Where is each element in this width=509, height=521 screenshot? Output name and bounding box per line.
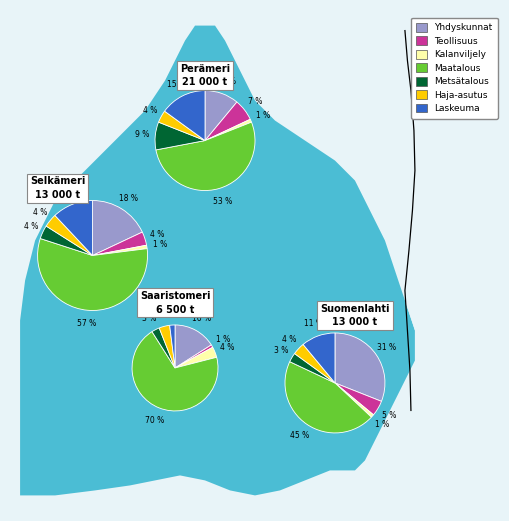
Legend: Yhdyskunnat, Teollisuus, Kalanviljely, Maatalous, Metsätalous, Haja-asutus, Lask: Yhdyskunnat, Teollisuus, Kalanviljely, M… xyxy=(410,18,497,119)
Wedge shape xyxy=(169,325,175,368)
Wedge shape xyxy=(205,91,236,141)
Text: 31 %: 31 % xyxy=(377,343,396,352)
Text: 1 %: 1 % xyxy=(152,240,166,250)
Wedge shape xyxy=(175,345,212,368)
Text: 53 %: 53 % xyxy=(213,196,232,205)
Text: 5 %: 5 % xyxy=(381,411,395,419)
Wedge shape xyxy=(156,122,254,191)
Text: 4 %: 4 % xyxy=(154,309,168,318)
Text: 4 %: 4 % xyxy=(33,208,47,217)
Wedge shape xyxy=(175,325,211,368)
Wedge shape xyxy=(46,215,92,255)
Wedge shape xyxy=(289,354,334,383)
Wedge shape xyxy=(152,328,175,368)
Text: 1 %: 1 % xyxy=(255,111,269,120)
Text: 4 %: 4 % xyxy=(143,106,157,115)
Text: 45 %: 45 % xyxy=(290,430,308,440)
Text: 15 %: 15 % xyxy=(166,80,186,89)
Text: 12 %: 12 % xyxy=(58,188,77,197)
Wedge shape xyxy=(285,362,371,433)
Wedge shape xyxy=(92,245,147,255)
Wedge shape xyxy=(164,91,205,141)
Wedge shape xyxy=(92,232,146,255)
Text: 3 %: 3 % xyxy=(273,346,288,355)
Text: 1 %: 1 % xyxy=(216,335,230,344)
Wedge shape xyxy=(155,122,205,150)
Wedge shape xyxy=(175,348,216,368)
Wedge shape xyxy=(55,201,92,255)
Text: Suomenlahti
13 000 t: Suomenlahti 13 000 t xyxy=(320,304,389,327)
Wedge shape xyxy=(40,226,92,255)
Text: 3 %: 3 % xyxy=(142,314,156,322)
Wedge shape xyxy=(92,201,142,255)
Text: 70 %: 70 % xyxy=(145,416,164,425)
Wedge shape xyxy=(132,332,217,411)
Text: 4 %: 4 % xyxy=(219,343,234,352)
Text: 11 %: 11 % xyxy=(216,77,235,86)
Text: 11 %: 11 % xyxy=(303,319,323,328)
Polygon shape xyxy=(20,26,414,495)
Wedge shape xyxy=(302,333,334,383)
Wedge shape xyxy=(334,383,381,415)
Text: 16 %: 16 % xyxy=(192,314,211,324)
Wedge shape xyxy=(334,383,373,417)
Text: 1 %: 1 % xyxy=(374,420,388,429)
Text: Selkämeri
13 000 t: Selkämeri 13 000 t xyxy=(30,177,85,200)
Wedge shape xyxy=(294,344,334,383)
Text: 57 %: 57 % xyxy=(76,319,96,328)
Wedge shape xyxy=(38,239,147,311)
Wedge shape xyxy=(205,119,251,141)
Polygon shape xyxy=(394,60,469,401)
Text: 18 %: 18 % xyxy=(119,194,138,203)
Text: 7 %: 7 % xyxy=(247,97,262,106)
Wedge shape xyxy=(159,325,175,368)
Text: 4 %: 4 % xyxy=(24,222,38,231)
Wedge shape xyxy=(158,111,205,141)
Text: 4 %: 4 % xyxy=(150,230,164,239)
Text: Perämeri
21 000 t: Perämeri 21 000 t xyxy=(180,64,230,87)
Text: 9 %: 9 % xyxy=(135,130,149,139)
Wedge shape xyxy=(205,102,250,141)
Text: 2 %: 2 % xyxy=(164,307,178,317)
Text: Saaristomeri
6 500 t: Saaristomeri 6 500 t xyxy=(139,291,210,315)
Text: 4 %: 4 % xyxy=(281,336,296,344)
Wedge shape xyxy=(334,333,384,401)
